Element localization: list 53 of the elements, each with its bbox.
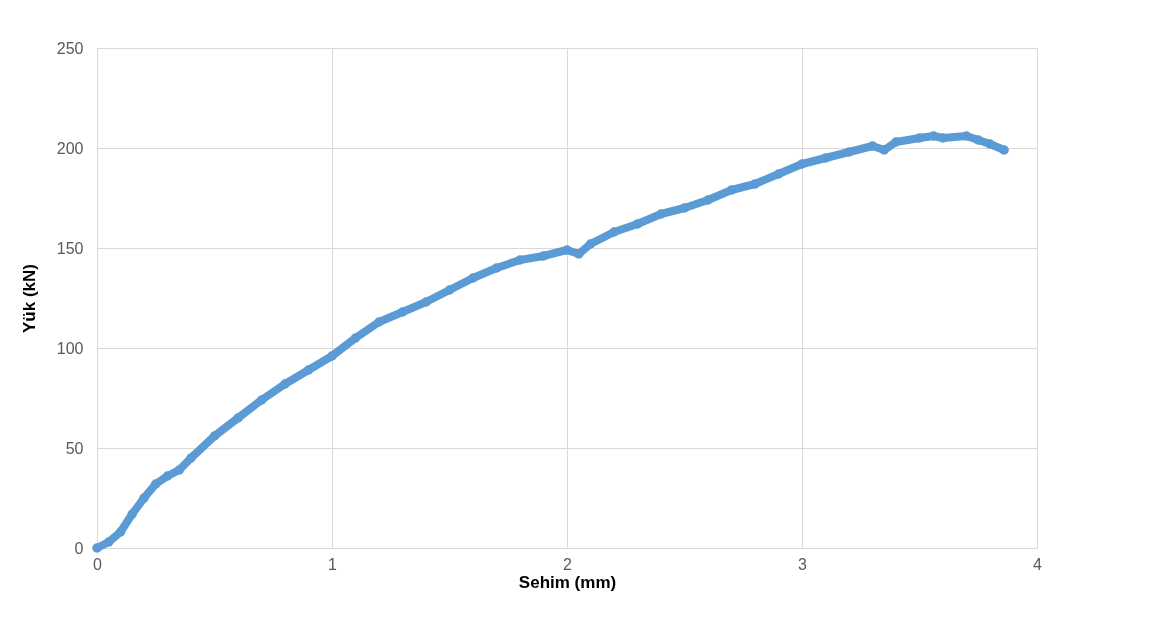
- point: [750, 179, 760, 189]
- point: [92, 543, 102, 553]
- point: [350, 333, 361, 343]
- point: [104, 537, 114, 547]
- x-tick-label: 0: [93, 555, 103, 573]
- point: [151, 479, 161, 489]
- y-tick-label: 200: [56, 139, 84, 157]
- point: [632, 219, 643, 229]
- point: [280, 379, 290, 389]
- point: [233, 413, 243, 423]
- point: [127, 509, 137, 519]
- y-tick-label: 100: [56, 339, 84, 357]
- point: [891, 137, 901, 147]
- point: [444, 285, 455, 295]
- y-tick-label: 50: [65, 439, 84, 457]
- y-tick-label: 250: [56, 39, 84, 57]
- point: [999, 145, 1009, 155]
- point: [515, 255, 525, 265]
- x-tick-label: 3: [798, 555, 808, 573]
- point: [879, 145, 889, 155]
- point: [303, 365, 314, 375]
- point: [115, 527, 126, 537]
- point: [256, 395, 267, 405]
- point: [985, 139, 995, 149]
- point: [209, 431, 220, 441]
- x-tick-label: 2: [563, 555, 573, 573]
- point: [973, 135, 983, 145]
- y-tick-label: 150: [56, 239, 84, 257]
- point: [374, 317, 384, 327]
- point: [609, 227, 619, 237]
- x-axis-title: Sehim (mm): [518, 572, 617, 592]
- point: [186, 453, 196, 463]
- point: [797, 159, 807, 169]
- point: [574, 249, 584, 259]
- point: [491, 263, 502, 273]
- point: [585, 239, 596, 249]
- point: [468, 273, 478, 283]
- x-tick-label: 1: [328, 555, 338, 573]
- point: [703, 195, 713, 205]
- point: [139, 493, 149, 503]
- point: [844, 147, 854, 157]
- point: [174, 465, 184, 475]
- y-tick-label: 0: [74, 539, 84, 557]
- point: [162, 471, 173, 481]
- point: [938, 133, 948, 143]
- x-tick-label: 4: [1033, 555, 1043, 573]
- point: [421, 297, 431, 307]
- point: [327, 351, 337, 361]
- point: [656, 209, 666, 219]
- y-axis-title: Yük (kN): [19, 264, 39, 333]
- point: [397, 307, 408, 317]
- point: [773, 169, 784, 179]
- point: [562, 245, 572, 255]
